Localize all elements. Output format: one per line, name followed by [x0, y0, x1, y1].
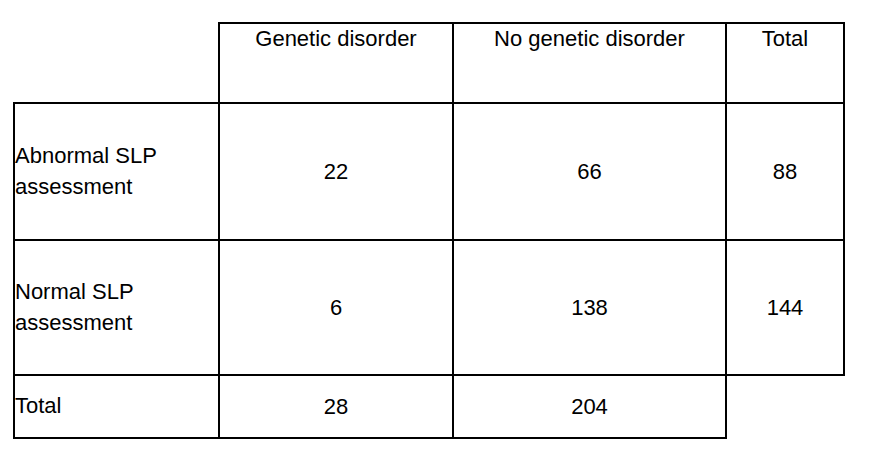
cell-abnormal-genetic: 22: [219, 103, 453, 240]
contingency-table: Genetic disorder No genetic disorder Tot…: [13, 22, 845, 439]
table-row-normal-slp: Normal SLP assessment 6 138 144: [14, 240, 844, 375]
table-row-abnormal-slp: Abnormal SLP assessment 22 66 88: [14, 103, 844, 240]
table-row-total: Total 28 204: [14, 375, 844, 438]
column-header-no-genetic-disorder: No genetic disorder: [453, 23, 726, 103]
row-label-total: Total: [14, 375, 219, 438]
document-page: Genetic disorder No genetic disorder Tot…: [0, 0, 872, 454]
column-header-total: Total: [726, 23, 844, 103]
column-header-genetic-disorder: Genetic disorder: [219, 23, 453, 103]
cell-abnormal-no-genetic: 66: [453, 103, 726, 240]
cell-normal-total: 144: [726, 240, 844, 375]
cell-normal-genetic: 6: [219, 240, 453, 375]
header-row: Genetic disorder No genetic disorder Tot…: [14, 23, 844, 103]
cell-abnormal-total: 88: [726, 103, 844, 240]
cell-normal-no-genetic: 138: [453, 240, 726, 375]
cell-total-genetic: 28: [219, 375, 453, 438]
row-label-normal-slp: Normal SLP assessment: [14, 240, 219, 375]
cell-total-no-genetic: 204: [453, 375, 726, 438]
missing-grand-total-cell: [726, 375, 844, 438]
row-label-abnormal-slp: Abnormal SLP assessment: [14, 103, 219, 240]
corner-spacer-cell: [14, 23, 219, 103]
